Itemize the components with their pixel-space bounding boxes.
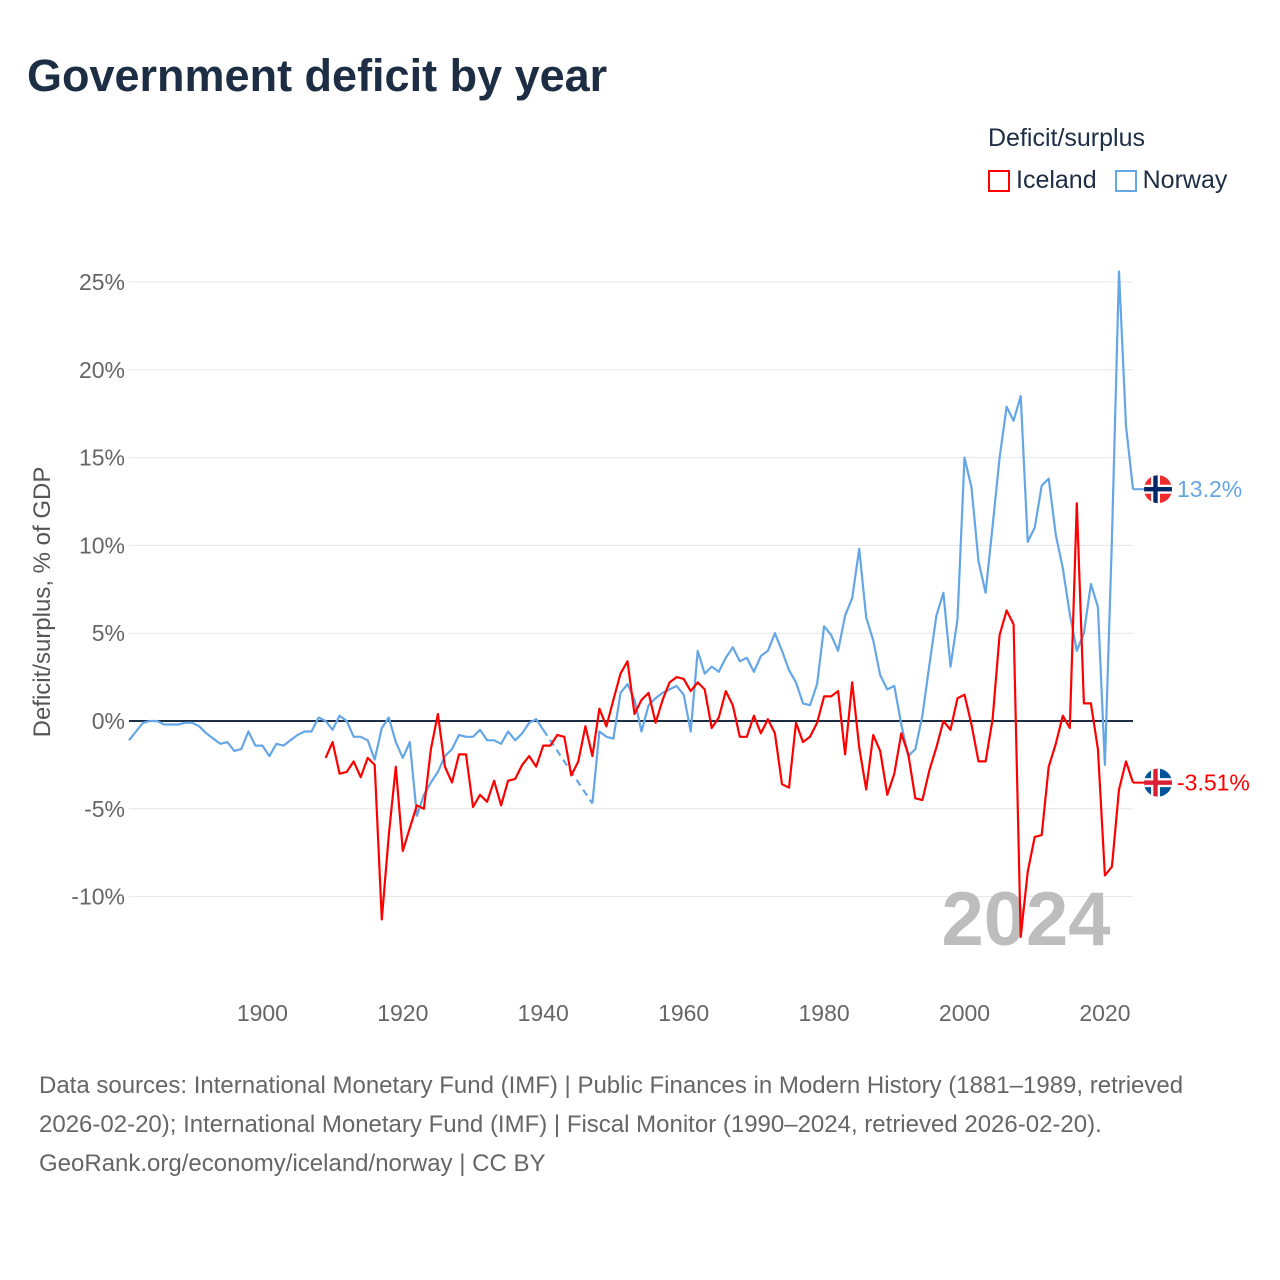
- legend-label-iceland: Iceland: [1016, 166, 1097, 194]
- y-tick-label: 5%: [92, 620, 125, 646]
- page-title: Government deficit by year: [27, 50, 608, 101]
- y-tick-label: 10%: [79, 532, 125, 558]
- flag-body: [1144, 475, 1172, 504]
- series-line-iceland: [324, 502, 1135, 939]
- x-tick-label: 2020: [1079, 1000, 1130, 1026]
- end-value-label-iceland: -3.51%: [1177, 770, 1250, 796]
- series-gap-norway: [542, 729, 594, 805]
- flag-icon-norway: [1144, 475, 1172, 504]
- flag-cross-v-inner: [1153, 768, 1158, 797]
- flag-cross-h-inner: [1144, 487, 1172, 492]
- legend: Iceland Norway: [988, 166, 1227, 195]
- flag-cross-h-inner: [1144, 780, 1172, 785]
- y-tick-label: -10%: [71, 884, 125, 910]
- y-tick-label: -5%: [84, 796, 125, 822]
- legend-swatch-iceland: [988, 169, 1010, 192]
- x-tick-label: 1920: [377, 1000, 428, 1026]
- end-value-label-norway: 13.2%: [1177, 476, 1242, 502]
- legend-item-norway[interactable]: Norway: [1114, 166, 1228, 195]
- y-tick-label: 25%: [79, 269, 125, 295]
- footer: Data sources: International Monetary Fun…: [39, 1066, 1239, 1183]
- x-tick-label: 1900: [237, 1000, 288, 1026]
- flag-cross-v-inner: [1153, 475, 1158, 504]
- y-axis-label: Deficit/surplus, % of GDP: [29, 467, 56, 738]
- x-tick-label: 2000: [939, 1000, 990, 1026]
- flag-body: [1144, 768, 1172, 797]
- y-tick-label: 0%: [92, 708, 125, 734]
- series-line-norway: [591, 270, 1135, 804]
- legend-swatch-norway: [1114, 169, 1137, 192]
- legend-item-iceland[interactable]: Iceland: [988, 166, 1097, 195]
- flag-icon-iceland: [1144, 768, 1172, 797]
- data-sources: Data sources: International Monetary Fun…: [39, 1072, 1184, 1138]
- x-tick-label: 1960: [658, 1000, 709, 1026]
- x-tick-label: 1980: [798, 1000, 849, 1026]
- credit-link[interactable]: GeoRank.org/economy/iceland/norway | CC …: [39, 1150, 546, 1177]
- legend-title: Deficit/surplus: [988, 124, 1145, 152]
- x-tick-label: 1940: [518, 1000, 569, 1026]
- series-line-norway: [128, 714, 545, 817]
- y-tick-label: 15%: [79, 445, 125, 471]
- y-tick-label: 20%: [79, 357, 125, 383]
- legend-label-norway: Norway: [1142, 166, 1228, 194]
